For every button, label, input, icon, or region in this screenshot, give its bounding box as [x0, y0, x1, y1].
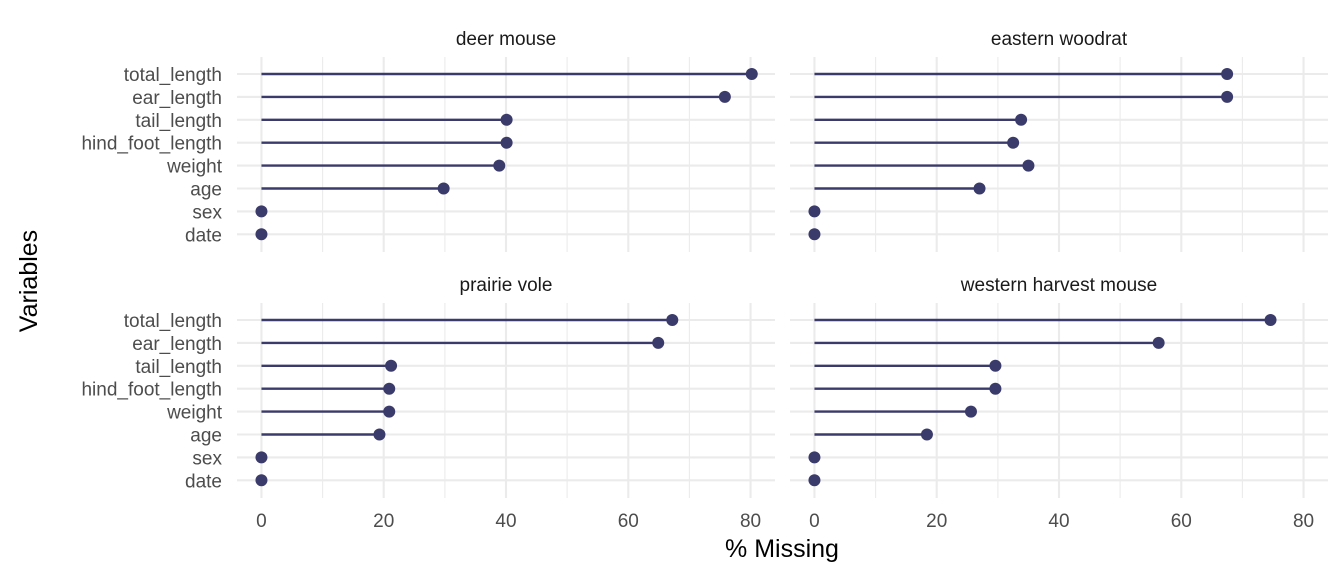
x-tick-label: 80 [740, 511, 761, 532]
lollipop-point [808, 205, 821, 218]
x-tick-label: 60 [1171, 511, 1192, 532]
lollipop-point [808, 474, 821, 487]
lollipop-point [1015, 113, 1028, 126]
facet-panels: deer mousetotal_lengthear_lengthtail_len… [81, 29, 1328, 532]
lollipop-point [666, 314, 679, 326]
y-tick-label: age [190, 426, 222, 447]
y-tick-label: total_length [124, 311, 222, 332]
x-tick-label: 40 [1048, 511, 1069, 532]
y-tick-label: weight [166, 157, 223, 178]
lollipop-point [808, 451, 821, 464]
y-tick-label: sex [192, 448, 222, 469]
x-tick-label: 20 [926, 511, 947, 532]
x-tick-label: 60 [618, 511, 639, 532]
lollipop-point [255, 205, 268, 218]
y-tick-label: tail_length [135, 357, 222, 378]
lollipop-point [1264, 314, 1277, 326]
lollipop-point [437, 182, 450, 195]
facet-panel: eastern woodrat [790, 29, 1328, 252]
lollipop-point [1221, 90, 1234, 103]
y-tick-label: total_length [124, 65, 222, 86]
lollipop-point [808, 228, 821, 241]
lollipop-point [652, 336, 665, 349]
facet-panel: deer mouse total_lengthear_lengthtail_len… [81, 29, 775, 252]
x-tick-label: 0 [256, 511, 267, 532]
y-tick-label: sex [192, 202, 222, 223]
y-tick-label: age [190, 180, 222, 201]
y-tick-label: hind_foot_length [81, 134, 222, 155]
lollipop-point [989, 359, 1002, 372]
lollipop-point [500, 113, 513, 126]
lollipop-point [989, 382, 1002, 395]
facet-title: western harvest mouse [960, 275, 1157, 296]
lollipop-point [1022, 159, 1035, 172]
facet-title: deer mouse [456, 29, 556, 50]
y-axis-title: Variables [15, 230, 43, 332]
lollipop-point [1221, 68, 1234, 80]
y-tick-label: weight [166, 403, 223, 424]
x-tick-label: 80 [1293, 511, 1314, 532]
lollipop-point [255, 451, 268, 464]
lollipop-point [1007, 136, 1020, 149]
facet-panel: western harvest mouse 0 20 40 60 80 [790, 275, 1328, 532]
lollipop-point [385, 359, 398, 372]
x-tick-label: 40 [495, 511, 516, 532]
lollipop-point [973, 182, 986, 195]
lollipop-point [1152, 336, 1165, 349]
x-tick-label: 0 [809, 511, 820, 532]
y-tick-label: date [185, 225, 222, 246]
lollipop-point [745, 68, 758, 80]
x-axis-title: % Missing [725, 535, 839, 563]
lollipop-point [255, 474, 268, 487]
lollipop-point [493, 159, 506, 172]
lollipop-point [500, 136, 513, 149]
lollipop-point [373, 428, 386, 441]
lollipop-point [964, 405, 977, 418]
y-tick-label: tail_length [135, 111, 222, 132]
lollipop-point [383, 405, 396, 418]
y-tick-label: ear_length [132, 334, 222, 355]
facet-title: prairie vole [460, 275, 553, 296]
lollipop-point [383, 382, 396, 395]
facet-panel: prairie vole total_lengthear_lengthtail_l… [81, 275, 775, 532]
y-tick-label: hind_foot_length [81, 380, 222, 401]
y-tick-label: ear_length [132, 88, 222, 109]
lollipop-point [255, 228, 268, 241]
y-tick-label: date [185, 471, 222, 492]
x-tick-label: 20 [373, 511, 394, 532]
lollipop-point [718, 90, 731, 103]
lollipop-point [920, 428, 933, 441]
facet-title: eastern woodrat [991, 29, 1128, 50]
